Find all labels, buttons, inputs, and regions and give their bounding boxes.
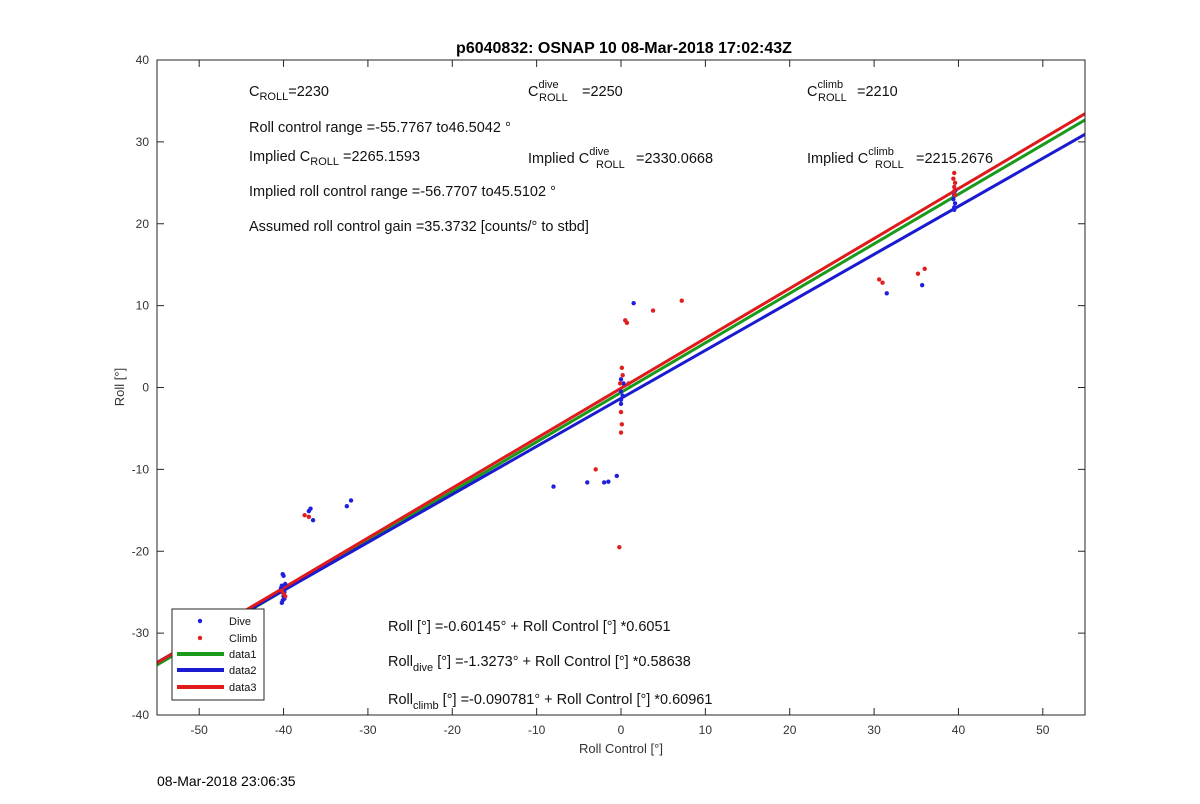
- x-tick-label: -30: [359, 723, 377, 737]
- climb-point: [619, 365, 625, 371]
- dive-point: [621, 381, 626, 386]
- dive-point: [952, 207, 957, 213]
- dive-point: [280, 571, 285, 577]
- climb-point: [306, 514, 312, 520]
- climb-point: [619, 422, 625, 427]
- annotation-implied-range: Implied roll control range =-56.7707 to4…: [249, 184, 556, 200]
- annotation-fit-all: Roll [°] =-0.60145° + Roll Control [°] *…: [388, 619, 671, 635]
- fit-line-data3: [156, 112, 1086, 665]
- climb-point: [626, 381, 631, 386]
- climb-point: [617, 381, 623, 386]
- dive-point: [620, 393, 625, 398]
- climb-point: [922, 266, 927, 271]
- x-tick-label: -20: [444, 723, 462, 737]
- x-tick-label: 30: [867, 723, 881, 737]
- dive-point: [951, 196, 956, 202]
- annotation-c-roll-dive: Cdive ROLL =2250: [528, 79, 623, 104]
- annotation-c-roll-climb: Cclimb ROLL =2210: [807, 79, 898, 104]
- figure-timestamp: 08-Mar-2018 23:06:35: [157, 773, 296, 789]
- annotation-implied-c-roll: Implied CROLL =2265.1593: [249, 149, 420, 168]
- legend-entries: Dive Climb data1 data2 data3: [177, 616, 257, 694]
- climb-point: [915, 271, 921, 276]
- dive-point: [606, 479, 611, 484]
- dive-point: [344, 504, 350, 509]
- climb-point: [951, 176, 956, 181]
- y-tick-label: 40: [136, 53, 150, 67]
- y-tick-label: -30: [132, 626, 150, 640]
- dive-point: [551, 484, 556, 489]
- legend-label-climb: Climb: [229, 633, 257, 645]
- dive-point: [601, 480, 607, 485]
- dive-point: [310, 517, 316, 523]
- x-axis-label: Roll Control [°]: [579, 741, 663, 756]
- x-tick-label: -40: [275, 723, 293, 737]
- annotation-fit-dive: Rolldive [°] =-1.3273° + Roll Control [°…: [388, 654, 691, 674]
- dive-point: [614, 473, 619, 479]
- legend-marker-dive: [197, 618, 203, 624]
- dive-point: [618, 401, 624, 407]
- x-tick-label: -10: [528, 723, 546, 737]
- plot-data-layer: [156, 112, 1086, 667]
- climb-point: [593, 467, 598, 472]
- legend-label-data2: data2: [229, 665, 257, 677]
- climb-point: [618, 430, 624, 435]
- dive-point: [585, 480, 590, 485]
- annotation-gain: Assumed roll control gain =35.3732 [coun…: [249, 219, 589, 235]
- y-tick-label: 10: [136, 299, 150, 313]
- x-tick-label: -50: [191, 723, 209, 737]
- climb-point: [952, 184, 957, 190]
- dive-point: [884, 291, 889, 296]
- x-tick-label: 50: [1036, 723, 1050, 737]
- climb-point: [283, 594, 288, 599]
- climb-point: [302, 513, 307, 518]
- climb-point: [279, 588, 285, 593]
- dive-point: [952, 201, 958, 206]
- dive-point: [618, 377, 624, 382]
- legend-label-data3: data3: [229, 682, 257, 694]
- y-tick-label: 0: [142, 381, 149, 395]
- axis-ticks-layer: -50 -40 -30 -20 -10 0 10 20 30 40 50 -40 -30 -20 -10 0 1…: [132, 53, 1085, 737]
- climb-point: [624, 320, 630, 326]
- y-tick-label: -10: [132, 462, 150, 476]
- legend-label-dive: Dive: [229, 616, 251, 628]
- climb-point: [876, 277, 882, 282]
- climb-point: [952, 170, 957, 176]
- climb-point: [952, 188, 957, 194]
- y-tick-label: -20: [132, 544, 150, 558]
- dive-point: [618, 389, 624, 394]
- climb-point: [952, 192, 958, 198]
- x-tick-label: 10: [699, 723, 713, 737]
- dive-point: [618, 397, 624, 402]
- climb-point: [952, 180, 958, 186]
- climb-point: [650, 308, 656, 313]
- dive-point: [283, 581, 288, 587]
- chart-legend: Dive Climb data1 data2 data3: [171, 608, 265, 701]
- annotation-c-roll: CROLL=2230: [249, 84, 329, 103]
- legend-label-data1: data1: [229, 649, 257, 661]
- x-tick-label: 40: [952, 723, 966, 737]
- dive-point: [279, 583, 285, 588]
- annotation-fit-climb: Rollclimb [°] =-0.090781° + Roll Control…: [388, 692, 712, 712]
- climb-point: [618, 409, 624, 415]
- y-tick-label: 20: [136, 217, 150, 231]
- climb-point: [679, 298, 684, 303]
- annotation-implied-c-roll-dive: Implied Cdive ROLL =2330.0668: [528, 146, 713, 171]
- climb-point: [620, 373, 625, 378]
- x-tick-label: 0: [618, 723, 625, 737]
- climb-point: [617, 544, 622, 550]
- dive-point: [308, 506, 313, 511]
- y-tick-label: 30: [136, 135, 150, 149]
- x-tick-label: 20: [783, 723, 797, 737]
- legend-marker-climb: [197, 635, 203, 641]
- dive-point: [919, 282, 925, 288]
- annotation-roll-range: Roll control range =-55.7767 to46.5042 °: [249, 120, 511, 136]
- dive-point: [348, 498, 354, 503]
- climb-point: [880, 280, 885, 285]
- annotation-implied-c-roll-climb: Implied Cclimb ROLL =2215.2676: [807, 146, 993, 171]
- y-axis-label: Roll [°]: [112, 368, 127, 406]
- y-tick-label: -40: [132, 708, 150, 722]
- chart-title: p6040832: OSNAP 10 08-Mar-2018 17:02:43Z: [456, 40, 792, 57]
- dive-point: [631, 300, 636, 306]
